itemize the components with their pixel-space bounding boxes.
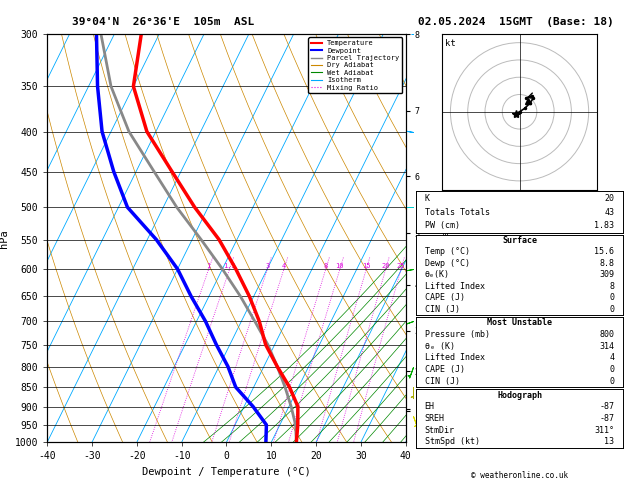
Text: CAPE (J): CAPE (J) (425, 365, 465, 374)
Text: CAPE (J): CAPE (J) (425, 293, 465, 302)
Text: K: K (425, 194, 430, 203)
Legend: Temperature, Dewpoint, Parcel Trajectory, Dry Adiabat, Wet Adiabat, Isotherm, Mi: Temperature, Dewpoint, Parcel Trajectory… (308, 37, 402, 93)
Text: 0: 0 (610, 293, 615, 302)
Text: 8.8: 8.8 (599, 259, 615, 268)
Text: Surface: Surface (502, 236, 537, 245)
Text: 4: 4 (282, 263, 286, 269)
Text: 314: 314 (599, 342, 615, 351)
Y-axis label: hPa: hPa (0, 229, 9, 247)
Text: Totals Totals: Totals Totals (425, 208, 489, 217)
Text: EH: EH (425, 402, 435, 411)
Text: 1.83: 1.83 (594, 222, 615, 230)
Text: Most Unstable: Most Unstable (487, 318, 552, 327)
Text: -87: -87 (599, 402, 615, 411)
Text: 0: 0 (610, 365, 615, 374)
Text: 13: 13 (604, 437, 615, 446)
Text: 15.6: 15.6 (594, 247, 615, 257)
Text: θₑ(K): θₑ(K) (425, 270, 450, 279)
Text: Pressure (mb): Pressure (mb) (425, 330, 489, 339)
Text: Dewp (°C): Dewp (°C) (425, 259, 470, 268)
Text: CIN (J): CIN (J) (425, 377, 460, 386)
Text: 10: 10 (336, 263, 344, 269)
Text: 02.05.2024  15GMT  (Base: 18): 02.05.2024 15GMT (Base: 18) (418, 17, 614, 27)
Text: θₑ (K): θₑ (K) (425, 342, 455, 351)
Text: 311°: 311° (594, 426, 615, 434)
Text: 43: 43 (604, 208, 615, 217)
Text: CIN (J): CIN (J) (425, 305, 460, 313)
Text: Lifted Index: Lifted Index (425, 282, 485, 291)
X-axis label: Dewpoint / Temperature (°C): Dewpoint / Temperature (°C) (142, 467, 311, 477)
Text: 4: 4 (610, 353, 615, 363)
Text: 8: 8 (610, 282, 615, 291)
Text: 0: 0 (610, 377, 615, 386)
Text: © weatheronline.co.uk: © weatheronline.co.uk (471, 471, 568, 480)
Text: Temp (°C): Temp (°C) (425, 247, 470, 257)
Text: SREH: SREH (425, 414, 445, 423)
Text: 15: 15 (362, 263, 370, 269)
Text: 1.5: 1.5 (223, 263, 236, 269)
Text: 25: 25 (397, 263, 405, 269)
Text: StmDir: StmDir (425, 426, 455, 434)
Text: StmSpd (kt): StmSpd (kt) (425, 437, 480, 446)
Text: 20: 20 (604, 194, 615, 203)
Text: kt: kt (445, 39, 455, 48)
Text: 20: 20 (381, 263, 390, 269)
Text: 3: 3 (265, 263, 270, 269)
Text: 8: 8 (324, 263, 328, 269)
Text: 309: 309 (599, 270, 615, 279)
Text: Hodograph: Hodograph (497, 391, 542, 399)
Text: 1: 1 (206, 263, 211, 269)
Y-axis label: Mixing Ratio (g/kg): Mixing Ratio (g/kg) (440, 191, 448, 286)
Text: PW (cm): PW (cm) (425, 222, 460, 230)
Text: Lifted Index: Lifted Index (425, 353, 485, 363)
Text: 800: 800 (599, 330, 615, 339)
Text: 0: 0 (610, 305, 615, 313)
Text: -87: -87 (599, 414, 615, 423)
Text: 39°04'N  26°36'E  105m  ASL: 39°04'N 26°36'E 105m ASL (72, 17, 255, 27)
